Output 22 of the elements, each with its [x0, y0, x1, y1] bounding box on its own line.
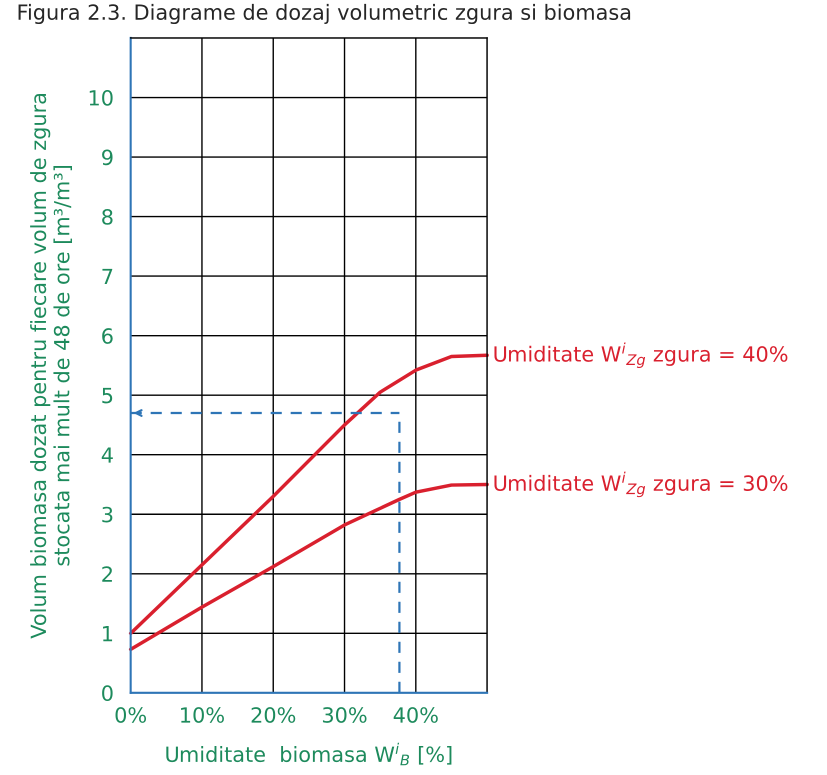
y-tick-label: 4: [102, 447, 113, 463]
x-tick-label: 0%: [116, 707, 146, 723]
x-tick-label: 20%: [252, 707, 296, 723]
y-tick-label: 9: [102, 149, 113, 166]
line-series: [128, 482, 489, 652]
series-label: Umiditate W$^{i}$$_{Zg}$ zgura = 30%: [494, 472, 788, 498]
y-tick-label: 7: [102, 268, 112, 284]
y-tick-label: 0: [102, 685, 113, 702]
x-tick-label: 40%: [394, 707, 438, 723]
y-tick-label: 5: [102, 388, 112, 404]
y-tick-label: 2: [102, 566, 112, 582]
x-tick-label: 30%: [322, 707, 367, 723]
x-axis-title: Umiditate biomasa W$^{i}$$_{B}$ [%]: [166, 742, 452, 766]
chart-title: Figura 2.3. Diagrame de dozaj volumetric zgura si biomasa: [18, 4, 630, 24]
y-tick-label: 1: [103, 626, 112, 642]
y-axis-title: Volum biomasa dozat pentru fiecare volum de zgura stocata mai mult de 48 de ore [m³/m³]: [30, 94, 72, 639]
y-tick-label: 3: [102, 506, 112, 522]
y-tick-label: 6: [102, 328, 113, 344]
y-tick-label: 8: [102, 209, 113, 225]
y-tick-label: 10: [90, 90, 113, 106]
series-label: Umiditate W$^{i}$$_{Zg}$ zgura = 40%: [494, 342, 788, 368]
x-tick-label: 10%: [181, 707, 224, 723]
